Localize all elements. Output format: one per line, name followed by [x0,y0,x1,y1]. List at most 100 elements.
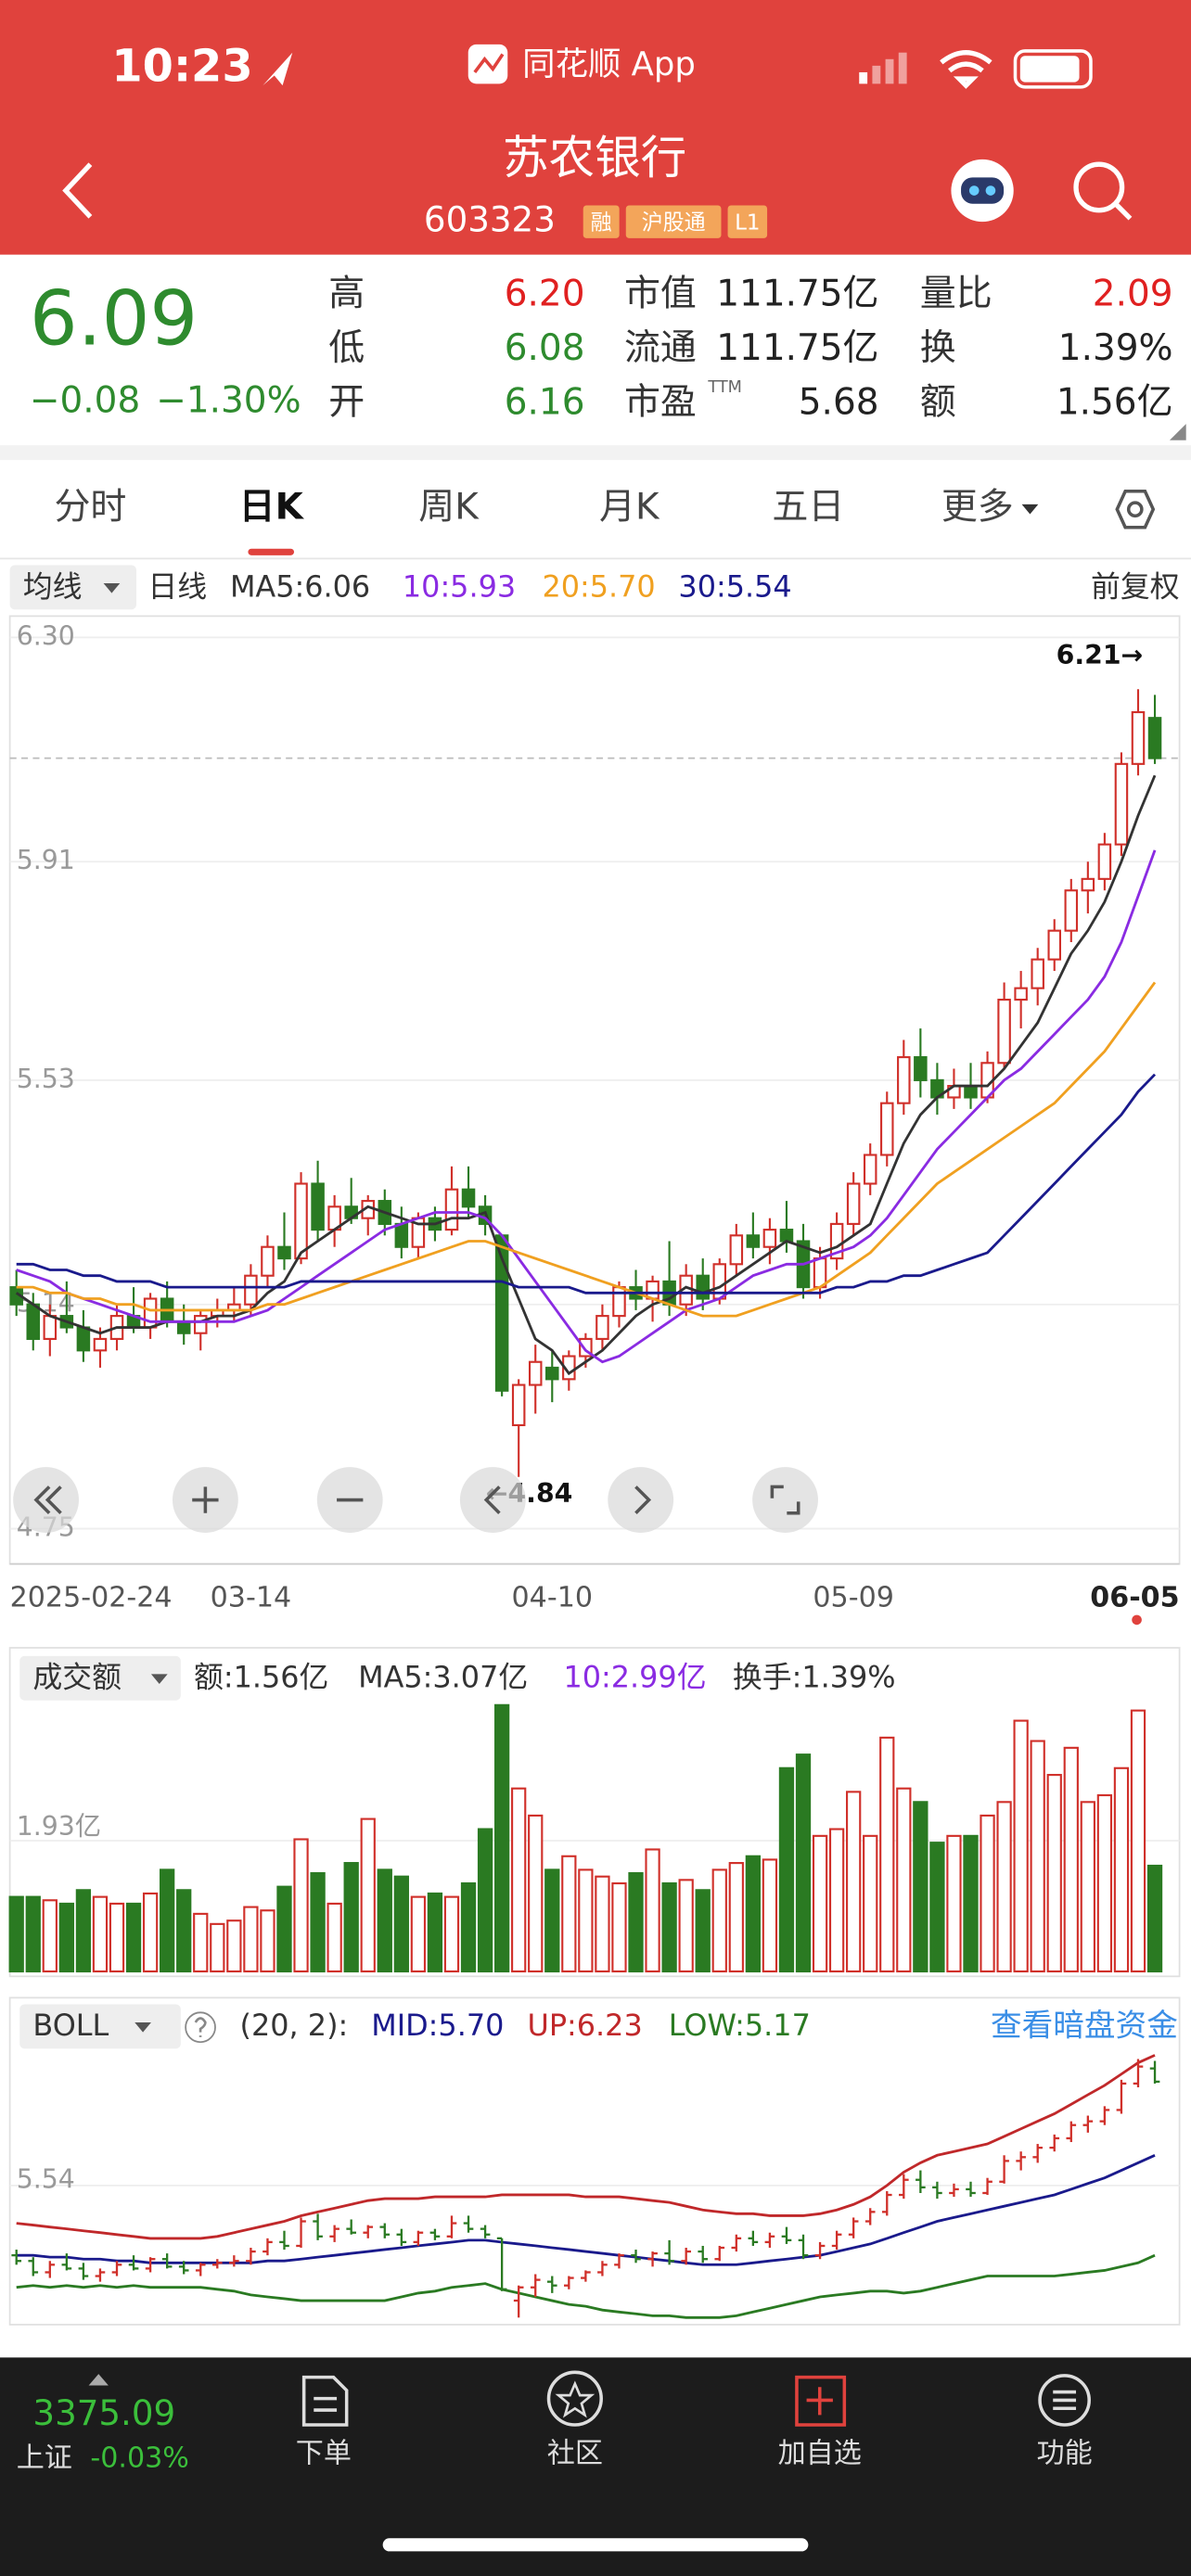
volume-bar [795,1753,812,1973]
period-tab[interactable]: 月K [599,487,660,529]
volume-bar [8,1895,24,1973]
indicator-select[interactable] [9,565,136,610]
nav-item[interactable]: 下单 [296,2437,352,2469]
candle-body [879,1102,894,1156]
candle-body [43,1315,58,1340]
volume-bar [125,1902,142,1973]
search-button[interactable] [1073,161,1125,213]
volume-bar [243,1906,259,1973]
volume-bar [226,1919,242,1973]
badge [625,205,722,238]
nav-item[interactable]: 加自选 [778,2437,862,2469]
volume-bar [728,1862,744,1973]
legend-entry: MID:5.70 [371,2008,504,2043]
badge-text: 沪股通 [642,210,706,235]
adjust-mode[interactable]: 前复权 [1091,568,1180,604]
boll-select-label: BOLL [32,2008,109,2043]
volume-bar [176,1889,192,1973]
volume-bar [477,1828,493,1973]
back-button[interactable] [62,162,93,219]
candle-body [93,1337,108,1352]
volume-bar [377,1868,392,1973]
chart-controls [13,1467,818,1533]
volume-select[interactable] [19,1655,181,1701]
legend-entry: LOW:5.17 [669,2008,811,2043]
ma-line [15,774,1157,1376]
x-tick-label: 05-09 [813,1581,893,1613]
select-caret [150,1674,168,1684]
candle-body [1047,929,1062,961]
period-tab[interactable]: 分时 [54,487,126,529]
search-handle [1113,201,1133,221]
indicator-select-label: 均线 [23,568,83,604]
period-tab[interactable]: 更多 [941,487,1014,529]
x-tick-label: 06-05 [1090,1581,1179,1613]
community-icon [546,2370,603,2427]
legend-entry: 换手:1.39% [733,1660,896,1695]
signal-bar [872,65,881,84]
candle-body [311,1182,325,1231]
volume-bar [511,1787,527,1973]
volume-bar [678,1879,694,1973]
volume-bar [661,1881,677,1973]
nav-item[interactable]: 社区 [547,2437,603,2469]
robot-face [961,177,1005,204]
period-tab[interactable]: 日K [239,487,305,529]
legend-entry: 30:5.54 [678,568,791,604]
index-value: 3375.09 [32,2392,175,2433]
candle-body [193,1315,208,1334]
nav-item[interactable]: 功能 [1037,2437,1093,2469]
candle-body [762,1229,777,1248]
signal-bar [885,58,894,84]
volume-bar [762,1858,778,1973]
volume-bar [142,1892,159,1973]
legend-entry: UP:6.23 [528,2008,643,2043]
period-tab[interactable]: 周K [418,487,480,529]
badge [727,205,768,238]
high-annotation: 6.21→ [1057,640,1144,670]
candle-body [746,1234,761,1248]
volume-bar [711,1868,727,1973]
volume-bar [75,1889,92,1973]
move-right[interactable] [608,1467,674,1533]
move-left[interactable] [459,1467,526,1533]
volume-bar [1013,1719,1029,1973]
period-tabs: 分时 日K 周K 月K 五日 更多 [54,487,1014,555]
volume-bar [160,1868,175,1973]
boll-select[interactable] [19,2004,181,2049]
legend-entry: 额:1.56亿 [194,1660,328,1695]
candle-body [1081,877,1095,892]
control-glyphs [33,1485,800,1515]
select-caret [103,582,121,593]
volume-bar [896,1787,912,1973]
fullscreen[interactable] [752,1467,818,1533]
volume-bar [863,1834,878,1973]
stat-value: 6.20 [505,273,585,314]
settings-button[interactable] [1115,489,1156,529]
y-tick-label: 5.54 [17,2164,75,2195]
boll-params: (20, 2): [240,2008,349,2043]
volume-select-label: 成交额 [32,1660,122,1695]
price-change: −0.08 [30,380,140,422]
dark-pool-link[interactable]: 查看暗盘资金 [991,2008,1178,2044]
badge-text: L1 [735,210,760,235]
select-caret [134,2021,151,2033]
volume-bar [343,1862,359,1973]
volume-bar [1096,1793,1113,1973]
ma-legend: MA5:6.06 10:5.93 20:5.70 30:5.54 [230,568,792,604]
volume-bar [1030,1740,1045,1973]
volume-bar [946,1834,962,1973]
candle-body [779,1229,794,1243]
candle-body [528,1360,543,1386]
today-dot [1132,1614,1142,1626]
candle-body [444,1188,459,1231]
more-caret [1021,504,1039,515]
volume-bar [528,1814,544,1973]
boll-line [16,2054,1156,2240]
period-tab[interactable]: 五日 [772,487,844,529]
volume-bar [996,1801,1012,1973]
help-icon[interactable] [185,2011,216,2044]
